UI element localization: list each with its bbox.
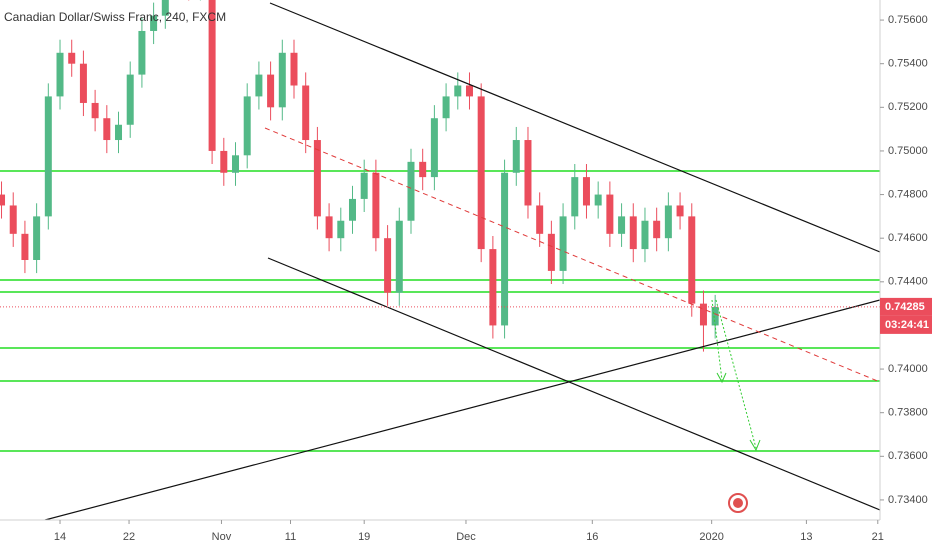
candle-body: [44, 96, 52, 217]
mid-line: [264, 127, 880, 383]
candle-body: [641, 220, 649, 250]
candle-body: [220, 150, 228, 173]
candle-body: [290, 52, 298, 86]
y-tick-label: 0.73800: [888, 407, 928, 419]
trend-line: [267, 257, 880, 511]
candle-body: [21, 233, 29, 260]
candle-body: [676, 205, 684, 217]
x-tick-label: Nov: [212, 531, 232, 543]
candle-body: [9, 205, 17, 234]
candle-body: [150, 15, 158, 31]
last-price-box: [880, 297, 932, 316]
x-tick-label: 22: [123, 531, 135, 543]
candle-body: [629, 216, 637, 250]
candle-body: [302, 85, 310, 141]
projection-arrow: [715, 299, 757, 449]
candle-body: [126, 74, 134, 125]
candle-body: [0, 194, 6, 206]
candle-body: [442, 96, 450, 119]
y-tick-label: 0.75200: [888, 101, 928, 113]
candle-body: [688, 216, 696, 304]
candle-body: [243, 96, 251, 156]
x-tick-label: 19: [358, 531, 370, 543]
candle-body: [278, 52, 286, 108]
candle-body: [653, 220, 661, 239]
y-tick-label: 0.74000: [888, 363, 928, 375]
candle-body: [594, 194, 602, 206]
candles: [0, 0, 719, 352]
y-tick-label: 0.74800: [888, 188, 928, 200]
y-tick-label: 0.75000: [888, 145, 928, 157]
trend-line: [269, 2, 880, 253]
x-tick-label: 21: [872, 531, 884, 543]
candle-body: [384, 238, 392, 293]
x-tick-label: Dec: [456, 531, 476, 543]
candle-body: [138, 30, 146, 75]
candle-body: [79, 63, 87, 103]
y-tick-label: 0.73400: [888, 494, 928, 506]
x-tick-label: 2020: [699, 531, 723, 543]
candle-body: [372, 172, 380, 239]
candle-body: [68, 52, 76, 64]
candle-body: [161, 0, 169, 16]
arrow-head: [749, 439, 761, 452]
projection-arrow: [711, 299, 723, 381]
candle-body: [582, 177, 590, 206]
candle-body: [419, 161, 427, 178]
y-tick-label: 0.75600: [888, 14, 928, 26]
y-tick-label: 0.75400: [888, 58, 928, 70]
candle-body: [501, 172, 509, 326]
countdown-box: [880, 315, 932, 334]
last-price-label: 0.74285: [885, 301, 925, 313]
y-tick-label: 0.73600: [888, 450, 928, 462]
candle-body: [360, 172, 368, 199]
candle-body: [618, 216, 626, 234]
countdown-label: 03:24:41: [885, 319, 929, 331]
candle-body: [91, 102, 99, 119]
candle-body: [559, 216, 567, 271]
candle-body: [407, 161, 415, 221]
candle-body: [430, 118, 438, 178]
candle-body: [664, 205, 672, 239]
candle-body: [267, 74, 275, 108]
candle-body: [232, 155, 240, 173]
candle-body: [489, 249, 497, 326]
chart-title: Canadian Dollar/Swiss Franc, 240, FXCM: [4, 10, 226, 24]
arrow-head: [716, 372, 727, 384]
candle-body: [395, 220, 403, 293]
plot-area: [0, 0, 880, 520]
candle-body: [313, 140, 321, 217]
candle-body: [547, 233, 555, 271]
candle-body: [699, 303, 707, 326]
trend-line: [44, 299, 880, 520]
candle-body: [606, 194, 614, 234]
x-tick-label: 11: [285, 531, 296, 543]
y-tick-label: 0.74400: [888, 276, 928, 288]
candle-body: [348, 198, 356, 221]
candle-body: [103, 118, 111, 141]
candle-body: [477, 96, 485, 250]
candle-body: [524, 140, 532, 206]
x-tick-label: 14: [54, 531, 66, 543]
candle-body: [56, 52, 64, 97]
candle-body: [512, 140, 520, 173]
candle-body: [454, 85, 462, 97]
candle-body: [465, 85, 473, 97]
candle-body: [536, 205, 544, 234]
candle-body: [571, 177, 579, 217]
candle-body: [33, 216, 41, 260]
x-tick-label: 16: [586, 531, 598, 543]
y-tick-label: 0.74600: [888, 232, 928, 244]
candle-body: [325, 216, 333, 239]
candle-body: [711, 306, 719, 326]
candle-body: [208, 0, 216, 151]
x-tick-label: 13: [800, 531, 812, 543]
candle-body: [255, 74, 263, 97]
event-icon-dot: [733, 498, 743, 508]
candle-body: [337, 220, 345, 239]
candle-body: [115, 124, 123, 141]
